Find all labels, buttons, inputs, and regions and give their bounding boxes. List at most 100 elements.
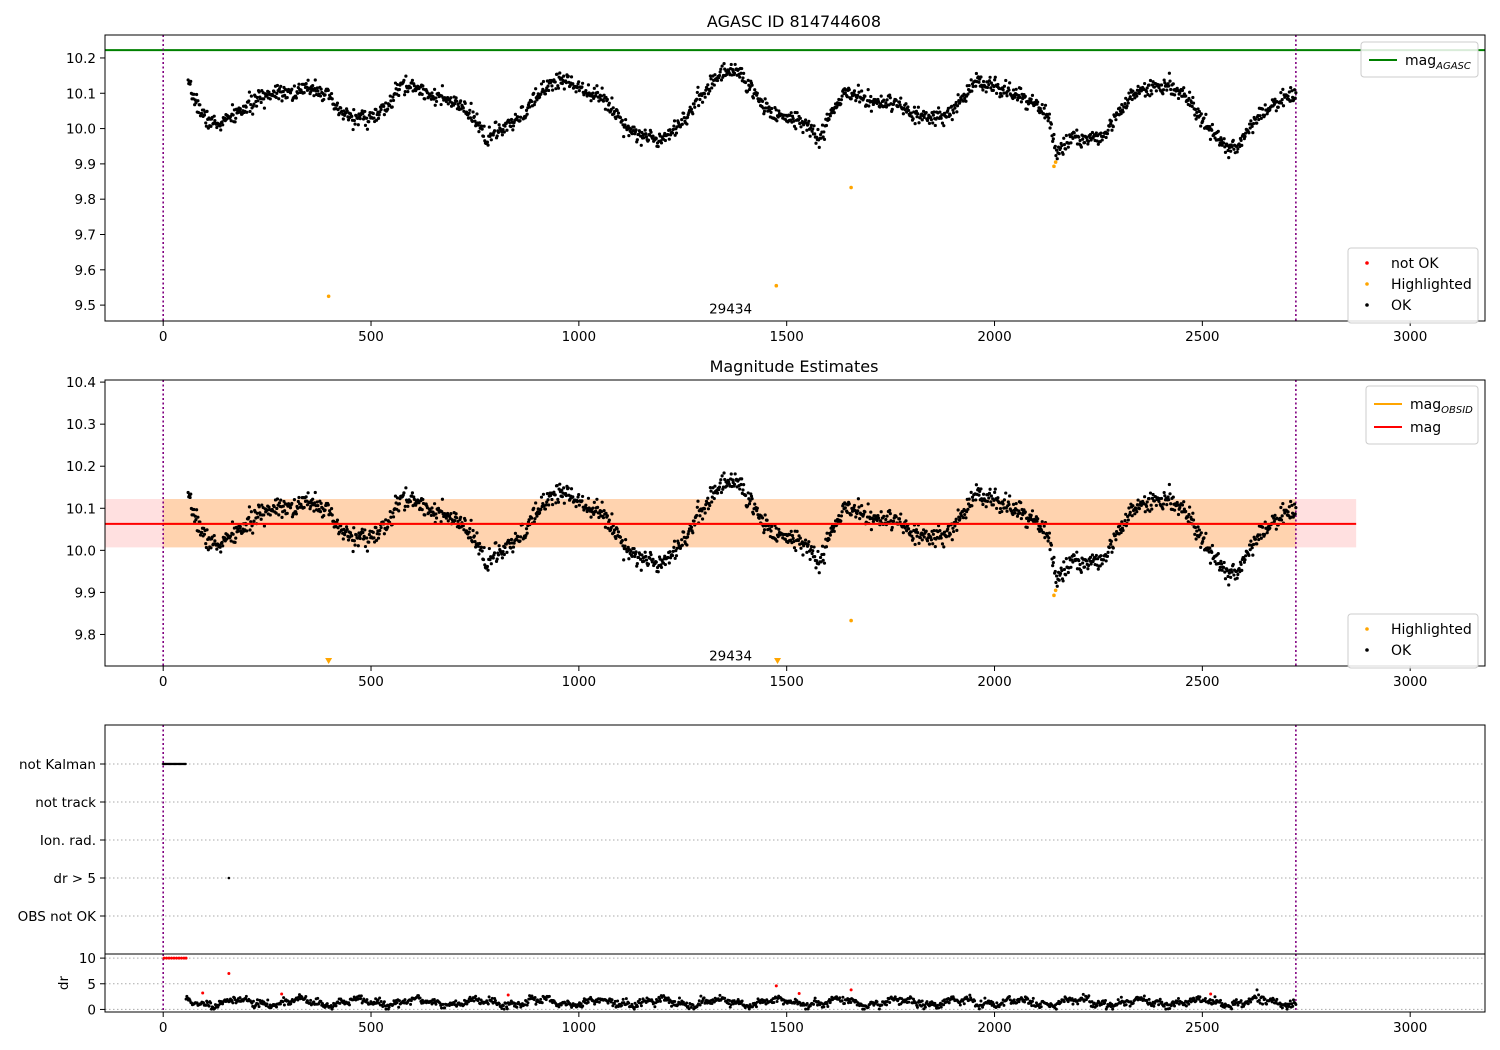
ok-point-agasc [468, 116, 473, 120]
dr-ok-point [321, 1001, 324, 1005]
ok-point-agasc [473, 119, 477, 123]
dr-ok-point [841, 995, 845, 999]
ok-point-estimates [1090, 553, 1095, 557]
ok-point-agasc [518, 119, 522, 123]
ok-point-agasc [828, 114, 832, 118]
ok-point-estimates [412, 495, 416, 499]
ok-point-estimates [1047, 536, 1051, 540]
ok-point-estimates [1089, 562, 1093, 566]
ok-point-agasc [680, 122, 684, 126]
ok-point-estimates [1072, 553, 1076, 558]
dr-ok-point [487, 995, 491, 999]
ok-point-estimates [336, 526, 340, 530]
dr-ok-point [1285, 1007, 1289, 1011]
ok-point-agasc [854, 98, 858, 103]
ok-point-estimates [557, 487, 561, 491]
ok-point-estimates [966, 507, 970, 511]
ok-point-agasc [221, 123, 225, 127]
dr-ok-point [1160, 1000, 1164, 1004]
ok-point-estimates [1229, 575, 1233, 579]
ok-point-estimates [807, 540, 811, 544]
ok-point-estimates [944, 535, 949, 539]
ok-point-agasc [611, 106, 615, 110]
ok-point-agasc [719, 67, 723, 71]
ok-point-agasc [571, 82, 575, 86]
dr-ok-point [278, 1002, 282, 1006]
ok-point-estimates [204, 542, 208, 546]
ok-point-estimates [305, 503, 310, 507]
ok-point-agasc [1263, 103, 1267, 107]
dr-ok-point [202, 1001, 206, 1005]
ok-point-estimates [1086, 567, 1090, 571]
ok-point-agasc [773, 106, 777, 110]
ok-point-estimates [1027, 518, 1031, 522]
ok-point-agasc [680, 118, 684, 122]
ok-point-agasc [827, 117, 831, 121]
dr-ok-point [579, 1002, 583, 1006]
ok-point-estimates [488, 558, 492, 562]
ok-point-estimates [741, 488, 745, 492]
ok-point-estimates [1025, 525, 1029, 529]
ok-point-estimates [343, 533, 347, 537]
dr-ok-point [544, 998, 548, 1002]
dr-ok-point [1246, 1002, 1250, 1006]
ok-point-estimates [580, 494, 585, 499]
dr-ok-point [877, 1007, 881, 1011]
dr-ok-point [728, 1005, 732, 1009]
legend-label-agasc-bottom: Highlighted [1391, 277, 1472, 293]
dr-ok-point [533, 996, 537, 999]
highlighted-point-agasc [326, 294, 331, 299]
dr-ok-point [613, 999, 617, 1003]
ok-point-estimates [1133, 512, 1137, 516]
ok-point-agasc [646, 138, 651, 142]
flag-category-label: Ion. rad. [40, 833, 96, 849]
ok-point-agasc [788, 113, 792, 117]
ok-point-agasc [989, 81, 993, 85]
highlighted-point-estimates [849, 618, 853, 623]
ok-point-estimates [922, 535, 926, 539]
ok-point-agasc [1062, 136, 1066, 140]
ok-point-estimates [432, 502, 437, 506]
ok-point-agasc [1226, 148, 1230, 153]
ok-point-estimates [1223, 570, 1227, 574]
dr-ok-point [893, 995, 897, 999]
legend-label-estimates-top: magOBSID [1410, 397, 1473, 416]
ok-point-agasc [624, 117, 628, 122]
legend-marker-agasc-bottom [1365, 303, 1369, 307]
ok-point-agasc [580, 81, 585, 85]
ok-point-agasc [566, 74, 570, 78]
ok-point-agasc [1273, 97, 1277, 101]
ok-point-estimates [722, 471, 726, 475]
ok-point-estimates [1167, 482, 1171, 487]
ok-point-estimates [245, 529, 249, 533]
ok-point-agasc [906, 108, 911, 113]
ok-point-agasc [1251, 122, 1256, 126]
ok-point-estimates [742, 482, 746, 487]
flag-category-label: dr > 5 [53, 871, 96, 887]
ok-point-estimates [574, 504, 578, 509]
ok-point-agasc [213, 119, 217, 123]
ok-point-agasc [719, 78, 724, 82]
dr-ok-point [697, 999, 701, 1003]
y-tick-label-agasc: 10.2 [66, 51, 96, 67]
ok-point-agasc [689, 107, 694, 111]
dr-ok-point [374, 997, 378, 1001]
ok-point-agasc [692, 102, 696, 106]
ok-point-estimates [535, 514, 539, 518]
ok-point-estimates [761, 524, 765, 528]
ok-point-estimates [1223, 577, 1228, 581]
ok-point-estimates [1047, 531, 1052, 535]
ok-point-agasc [218, 124, 222, 128]
ok-point-agasc [395, 82, 400, 87]
ok-point-agasc [202, 113, 207, 117]
ok-point-estimates [958, 516, 962, 520]
ok-point-agasc [798, 116, 802, 120]
y-tick-label-dr: 5 [87, 977, 96, 993]
ok-point-estimates [259, 517, 263, 521]
ok-point-agasc [970, 89, 974, 93]
ok-point-agasc [1043, 116, 1047, 120]
ok-point-estimates [247, 515, 251, 520]
ok-point-estimates [626, 545, 630, 549]
ok-point-agasc [501, 128, 505, 132]
ok-point-agasc [695, 97, 699, 101]
